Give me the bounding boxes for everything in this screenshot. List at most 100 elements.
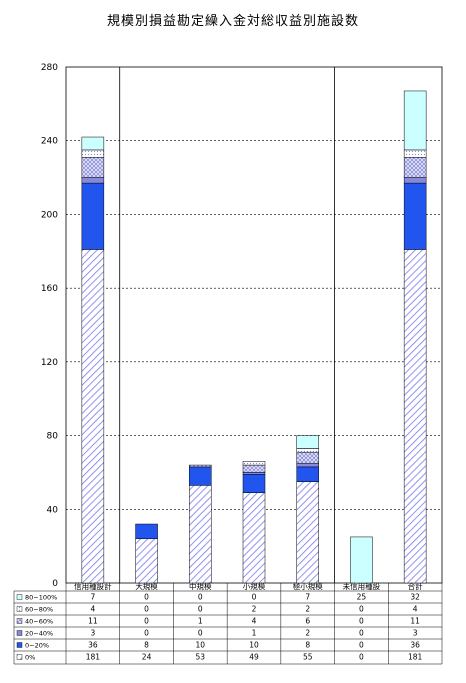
legend-label: 60~80% — [25, 606, 53, 614]
legend-label: 80~100% — [25, 594, 57, 602]
legend-swatch — [16, 642, 23, 648]
chart-title: 規模別損益勘定繰入金対総収益別施設数 — [106, 14, 359, 29]
table-cell: 0 — [359, 629, 364, 638]
table-cell: 10 — [196, 641, 206, 650]
table-cell: 10 — [249, 641, 259, 650]
bar-segment — [81, 136, 105, 151]
bar-segment — [81, 149, 105, 158]
y-tick-label: 160 — [41, 284, 58, 294]
table-cell: 55 — [303, 653, 313, 662]
table-cell: 4 — [413, 605, 418, 614]
bar-segment — [242, 472, 266, 475]
table-cell: 36 — [410, 641, 420, 650]
table-cell: 0 — [198, 605, 203, 614]
bar-segment — [403, 149, 427, 158]
x-tick-label: 合計 — [408, 581, 423, 591]
table-cell: 4 — [90, 605, 95, 614]
table-cell: 24 — [142, 653, 152, 662]
bar-segment — [296, 481, 319, 584]
table-cell: 0 — [144, 593, 149, 602]
bar-segment — [403, 90, 427, 151]
table-cell: 0 — [198, 593, 203, 602]
legend-label: 40~60% — [25, 618, 53, 626]
x-tick-label: 極小規模 — [293, 581, 323, 591]
bar-segment — [296, 448, 319, 453]
table-cell: 7 — [90, 593, 95, 602]
table-cell: 181 — [408, 653, 423, 662]
table-cell: 11 — [88, 617, 98, 626]
bar-segment — [296, 466, 319, 482]
table-cell: 181 — [86, 653, 101, 662]
y-tick-label: 40 — [47, 505, 59, 515]
y-tick-label: 280 — [41, 63, 58, 73]
table-cell: 0 — [144, 617, 149, 626]
legend-swatch — [16, 618, 23, 624]
legend-label: 0~20% — [25, 642, 49, 650]
bar-segment — [81, 177, 105, 184]
table-cell: 0 — [144, 605, 149, 614]
table-cell: 53 — [196, 653, 206, 662]
y-tick-label: 200 — [41, 210, 58, 220]
legend-label: 0% — [25, 654, 35, 662]
table-cell: 2 — [252, 605, 257, 614]
table-cell: 0 — [359, 605, 364, 614]
bar-segment — [296, 451, 319, 464]
table-cell: 8 — [144, 641, 149, 650]
y-tick-label: 120 — [41, 358, 58, 368]
table-cell: 1 — [198, 617, 203, 626]
bar-segment — [81, 249, 105, 584]
bar-segment — [189, 485, 212, 584]
table-cell: 2 — [305, 629, 310, 638]
bar-segment — [403, 249, 427, 584]
legend-swatch — [16, 654, 23, 660]
bar-segment — [242, 492, 266, 584]
table-cell: 11 — [410, 617, 420, 626]
table-cell: 36 — [88, 641, 98, 650]
y-tick-label: 0 — [52, 579, 58, 589]
bar-segment — [242, 474, 266, 493]
bar-segment — [403, 157, 427, 178]
bar-segment — [242, 461, 266, 466]
table-cell: 2 — [305, 605, 310, 614]
table-cell: 3 — [413, 629, 418, 638]
table-cell: 6 — [305, 617, 310, 626]
x-tick-label: 大規模 — [135, 581, 158, 591]
bar-segment — [189, 466, 212, 486]
table-cell: 4 — [252, 617, 257, 626]
table-cell: 32 — [410, 593, 420, 602]
bar-segment — [403, 177, 427, 184]
bar-segment — [135, 538, 158, 584]
bar-segment — [135, 523, 158, 540]
table-cell: 49 — [249, 653, 259, 662]
legend-swatch — [16, 606, 23, 612]
y-tick-label: 80 — [47, 432, 59, 442]
table-cell: 0 — [252, 593, 257, 602]
x-tick-label: 小規模 — [243, 581, 266, 591]
legend-swatch — [16, 594, 23, 600]
bar-segment — [189, 464, 212, 468]
table-cell: 0 — [359, 641, 364, 650]
bar-segment — [81, 182, 105, 250]
bar-segment — [81, 157, 105, 178]
table-cell: 7 — [305, 593, 310, 602]
legend-swatch — [16, 630, 23, 636]
table-cell: 0 — [359, 617, 364, 626]
table-cell: 0 — [198, 629, 203, 638]
bar-segment — [403, 182, 427, 250]
table-cell: 0 — [144, 629, 149, 638]
table-cell: 25 — [357, 593, 367, 602]
bar-segment — [296, 462, 319, 468]
bar-segment — [242, 464, 266, 473]
table-cell: 0 — [359, 653, 364, 662]
x-tick-label: 中規模 — [189, 581, 212, 591]
table-cell: 8 — [305, 641, 310, 650]
bar-segment — [350, 536, 373, 584]
plot-area: 0 40 80 120 160 200 240 280 — [41, 63, 443, 589]
x-tick-label: 信用種設計 — [74, 581, 112, 591]
table-cell: 3 — [90, 629, 95, 638]
legend-label: 20~40% — [25, 630, 53, 638]
x-tick-label: 未信用種設 — [343, 581, 381, 591]
table-cell: 1 — [252, 629, 257, 638]
